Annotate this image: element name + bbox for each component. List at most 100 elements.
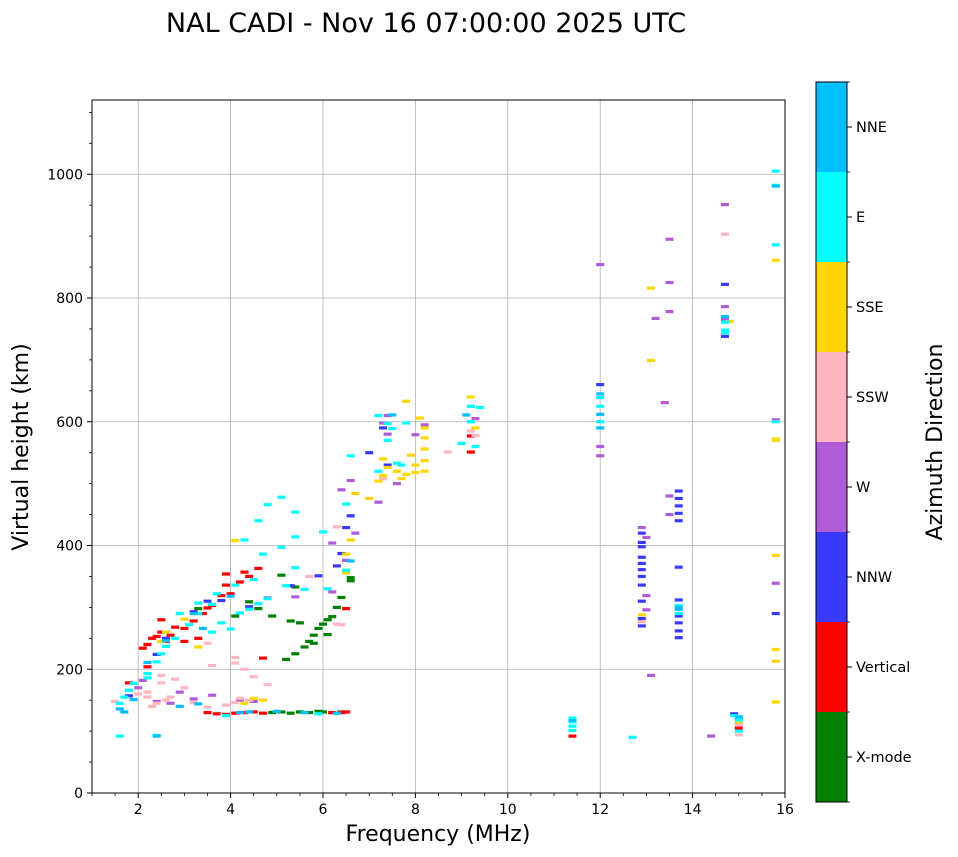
data-point-nne xyxy=(346,559,355,563)
data-point-sse xyxy=(771,553,780,557)
data-point-nnw xyxy=(203,599,212,603)
data-point-w xyxy=(134,686,143,690)
data-point-vertical xyxy=(203,710,212,715)
data-point-e xyxy=(249,577,258,582)
data-point-nne xyxy=(332,711,341,715)
data-point-ssw xyxy=(235,696,244,700)
data-point-e xyxy=(254,602,263,606)
data-point-nnw xyxy=(245,605,254,609)
data-point-e xyxy=(397,463,406,467)
data-point-sse xyxy=(416,416,425,420)
data-point-w xyxy=(596,454,605,458)
data-point-x-mode xyxy=(323,633,332,637)
data-point-w xyxy=(249,699,258,704)
data-point-nnw xyxy=(383,463,392,467)
data-point-e xyxy=(194,611,203,616)
data-point-sse xyxy=(342,571,351,575)
data-point-e xyxy=(235,611,244,615)
data-point-w xyxy=(342,558,351,562)
data-point-vertical xyxy=(240,570,249,574)
data-point-x-mode xyxy=(291,652,300,656)
data-point-nnw xyxy=(332,564,341,568)
data-point-nne xyxy=(194,702,203,706)
data-point-sse xyxy=(420,469,429,473)
data-point-nne xyxy=(596,426,605,430)
data-point-ssw xyxy=(180,686,189,690)
data-point-nnw xyxy=(161,636,170,640)
data-point-e xyxy=(568,716,577,720)
data-point-sse xyxy=(374,479,383,483)
data-point-nnw xyxy=(674,519,683,523)
colorbar-label-nne: NNE xyxy=(856,120,887,136)
data-point-e xyxy=(124,688,133,692)
data-point-e xyxy=(254,519,263,523)
data-point-e xyxy=(129,681,138,686)
data-point-e xyxy=(771,420,780,424)
x-tick-label: 14 xyxy=(684,802,702,818)
data-point-vertical xyxy=(148,636,157,640)
data-point-sse xyxy=(647,358,656,363)
data-point-x-mode xyxy=(314,626,323,631)
data-point-w xyxy=(392,482,401,486)
data-point-w xyxy=(637,525,646,530)
data-point-nne xyxy=(462,413,471,417)
data-point-e xyxy=(291,566,300,570)
y-tick-label: 0 xyxy=(74,786,83,802)
data-point-vertical xyxy=(180,626,189,631)
data-point-nnw xyxy=(674,511,683,515)
data-point-ssw xyxy=(240,667,249,671)
data-point-ssw xyxy=(245,698,254,702)
data-point-w xyxy=(152,699,161,704)
data-point-nne xyxy=(674,605,683,609)
data-point-e xyxy=(720,328,729,332)
data-point-nne xyxy=(720,314,729,319)
colorbar-frame xyxy=(815,81,848,803)
data-point-ssw xyxy=(134,692,143,696)
data-point-nnw xyxy=(637,624,646,628)
colorbar-swatch xyxy=(816,712,847,802)
data-point-vertical xyxy=(466,450,475,454)
data-point-ssw xyxy=(379,477,388,481)
data-point-ssw xyxy=(720,232,729,236)
data-point-x-mode xyxy=(295,710,304,714)
data-point-e xyxy=(720,331,729,335)
data-point-vertical xyxy=(231,711,240,715)
data-point-e xyxy=(221,714,230,718)
data-point-w xyxy=(720,305,729,309)
data-point-nne xyxy=(272,709,281,713)
x-tick-label: 12 xyxy=(591,802,609,818)
data-point-vertical xyxy=(734,726,743,730)
x-tick-label: 4 xyxy=(226,802,235,818)
y-tick-label: 600 xyxy=(56,415,83,431)
data-point-x-mode xyxy=(268,710,277,715)
colorbar-label-vertical: Vertical xyxy=(856,660,910,676)
data-point-sse xyxy=(771,647,780,652)
data-point-e xyxy=(466,420,475,424)
data-point-vertical xyxy=(342,607,351,611)
data-point-e xyxy=(208,630,217,634)
data-point-x-mode xyxy=(332,605,341,609)
data-point-e xyxy=(175,611,184,616)
data-point-ssw xyxy=(203,641,212,645)
data-point-w xyxy=(771,581,780,585)
data-point-nnw xyxy=(730,712,739,716)
data-point-nnw xyxy=(720,334,729,338)
data-point-sse xyxy=(342,552,351,556)
colorbar-swatch xyxy=(816,172,847,262)
data-points xyxy=(111,169,780,739)
data-point-x-mode xyxy=(323,618,332,622)
data-point-vertical xyxy=(258,656,267,660)
data-point-vertical xyxy=(198,611,207,616)
data-point-nne xyxy=(115,707,124,711)
data-point-vertical xyxy=(249,710,258,714)
data-point-nnw xyxy=(637,583,646,587)
data-point-sse xyxy=(346,538,355,542)
data-point-ssw xyxy=(166,695,175,699)
data-point-w xyxy=(720,202,729,207)
data-point-sse xyxy=(411,470,420,475)
data-point-x-mode xyxy=(295,621,304,625)
data-point-e xyxy=(171,636,180,640)
data-point-sse xyxy=(406,453,415,457)
colorbar-swatch xyxy=(816,442,847,532)
data-point-w xyxy=(665,280,674,285)
